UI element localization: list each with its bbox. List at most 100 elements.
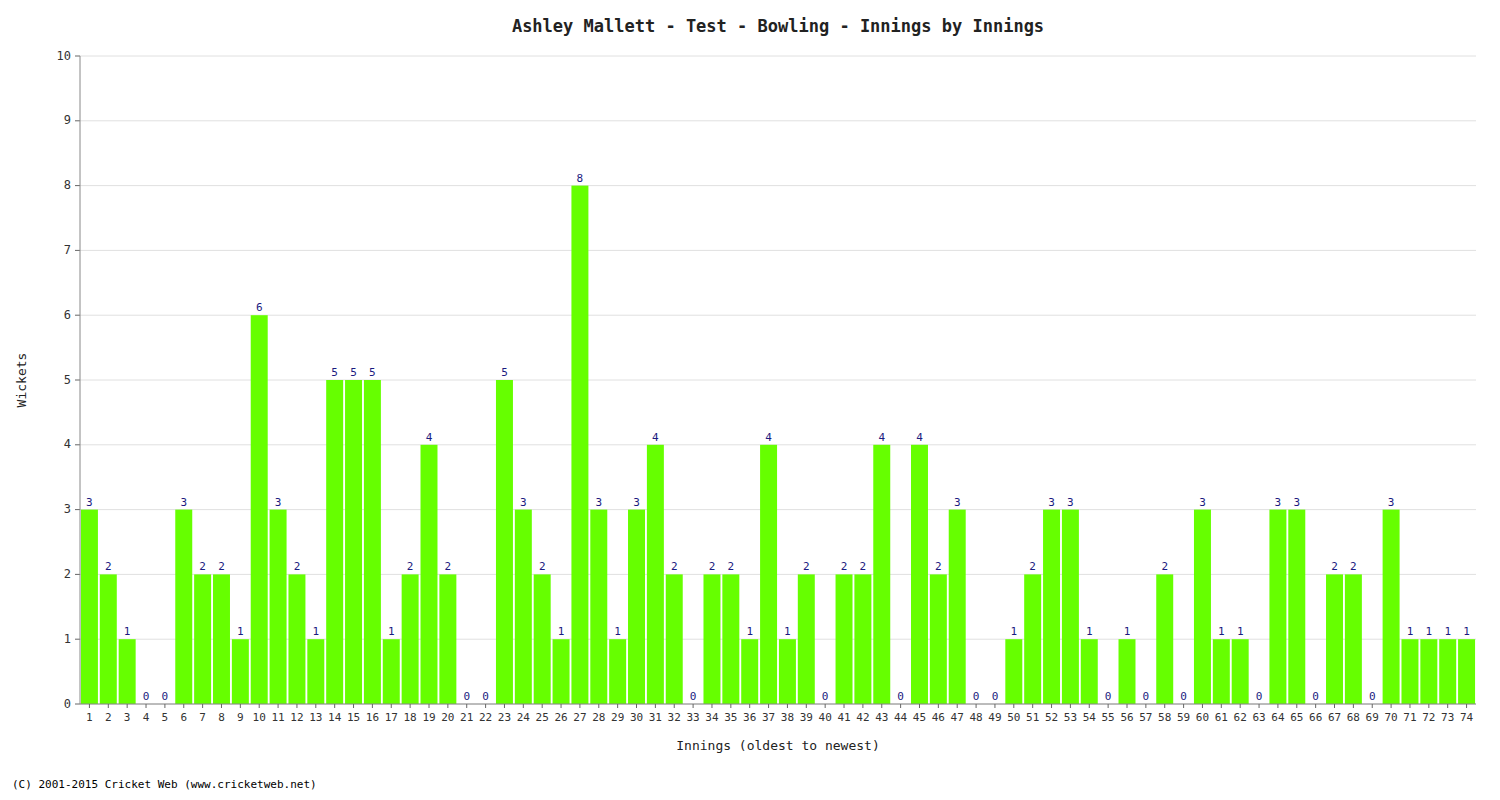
bar: [232, 639, 249, 704]
data-label: 0: [162, 690, 169, 703]
data-label: 1: [1237, 625, 1244, 638]
y-tick-label: 0: [64, 697, 71, 711]
x-tick-label: 65: [1290, 711, 1303, 724]
y-grid: [80, 56, 1476, 704]
y-axis-line: [80, 56, 81, 704]
x-tick: [1013, 704, 1014, 708]
x-tick-label: 45: [913, 711, 926, 724]
data-label: 2: [1350, 560, 1357, 573]
grid-line: [80, 704, 1476, 705]
x-tick-label: 73: [1441, 711, 1454, 724]
chart-title: Ashley Mallett - Test - Bowling - Inning…: [512, 16, 1044, 36]
bar: [1401, 639, 1418, 704]
footer: (C) 2001-2015 Cricket Web (www.cricketwe…: [12, 778, 317, 791]
bar: [911, 445, 928, 704]
x-tick-label: 68: [1347, 711, 1360, 724]
bar: [270, 510, 287, 704]
data-label: 3: [1048, 496, 1055, 509]
grid-line: [80, 56, 1476, 57]
y-tick: [75, 185, 80, 186]
x-tick: [504, 704, 505, 708]
y-tick-label: 9: [64, 113, 71, 127]
x-tick: [1183, 704, 1184, 708]
x-tick: [693, 704, 694, 708]
data-label: 2: [803, 560, 810, 573]
y-tick: [75, 444, 80, 445]
data-label: 0: [973, 690, 980, 703]
bar: [345, 380, 362, 704]
x-tick-label: 60: [1196, 711, 1209, 724]
x-tick: [391, 704, 392, 708]
data-label: 5: [331, 366, 338, 379]
x-tick: [1051, 704, 1052, 708]
data-label: 0: [992, 690, 999, 703]
x-tick-label: 33: [686, 711, 699, 724]
x-tick-label: 64: [1271, 711, 1285, 724]
y-tick-label: 7: [64, 243, 71, 257]
x-tick-label: 40: [819, 711, 832, 724]
x-tick: [127, 704, 128, 708]
bar: [1439, 639, 1456, 704]
x-tick: [372, 704, 373, 708]
x-tick: [579, 704, 580, 708]
grid-line: [80, 120, 1476, 121]
bar: [779, 639, 796, 704]
x-tick: [334, 704, 335, 708]
data-label: 0: [1105, 690, 1112, 703]
grid-line: [80, 315, 1476, 316]
data-label: 1: [1426, 625, 1433, 638]
data-label: 3: [1293, 496, 1300, 509]
bar: [119, 639, 136, 704]
bar: [402, 574, 419, 704]
y-tick: [75, 509, 80, 510]
x-tick-label: 67: [1328, 711, 1341, 724]
bar: [1194, 510, 1211, 704]
x-tick: [862, 704, 863, 708]
data-label: 2: [728, 560, 735, 573]
y-tick: [75, 315, 80, 316]
data-label: 3: [86, 496, 93, 509]
data-label: 2: [709, 560, 716, 573]
x-tick: [1070, 704, 1071, 708]
data-labels: 3210032216321555124200532183134202214120…: [86, 172, 1470, 703]
x-tick: [466, 704, 467, 708]
x-tick-label: 62: [1234, 711, 1247, 724]
x-tick-label: 74: [1460, 711, 1474, 724]
data-label: 5: [350, 366, 357, 379]
x-tick: [825, 704, 826, 708]
y-tick-label: 2: [64, 567, 71, 581]
x-tick-label: 6: [180, 711, 187, 724]
x-tick-label: 31: [649, 711, 662, 724]
x-tick-label: 22: [479, 711, 492, 724]
x-tick-label: 3: [124, 711, 131, 724]
bar: [100, 574, 117, 704]
x-axis: 1234567891011121314151617181920212223242…: [86, 704, 1473, 724]
y-tick: [75, 250, 80, 251]
data-label: 1: [746, 625, 753, 638]
data-label: 4: [652, 431, 659, 444]
x-tick-label: 47: [951, 711, 964, 724]
data-label: 0: [1312, 690, 1319, 703]
bar: [571, 186, 588, 704]
data-label: 1: [1010, 625, 1017, 638]
x-tick: [164, 704, 165, 708]
x-tick-label: 35: [724, 711, 737, 724]
x-tick-label: 10: [253, 711, 266, 724]
bar: [439, 574, 456, 704]
x-tick-label: 8: [218, 711, 225, 724]
grid-line: [80, 444, 1476, 445]
x-tick: [523, 704, 524, 708]
bar: [1383, 510, 1400, 704]
y-tick-label: 5: [64, 373, 71, 387]
x-tick: [410, 704, 411, 708]
x-tick-label: 55: [1102, 711, 1115, 724]
data-label: 3: [1199, 496, 1206, 509]
x-tick: [1164, 704, 1165, 708]
data-label: 1: [1444, 625, 1451, 638]
x-tick: [1296, 704, 1297, 708]
data-label: 2: [445, 560, 452, 573]
bar: [213, 574, 230, 704]
x-tick: [1221, 704, 1222, 708]
x-tick: [561, 704, 562, 708]
bar: [836, 574, 853, 704]
